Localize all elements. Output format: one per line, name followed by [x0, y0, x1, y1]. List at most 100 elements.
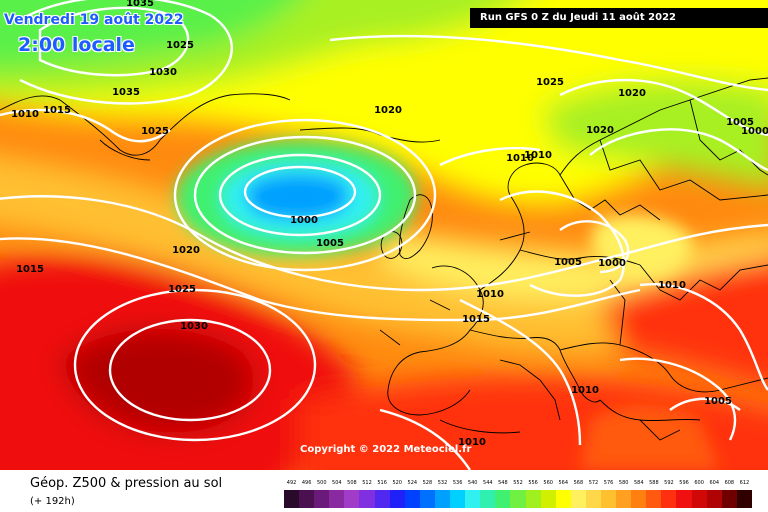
pressure-label: 1010	[11, 109, 39, 120]
scale-label: 576	[603, 480, 614, 486]
legend-forecast-hour: (+ 192h)	[30, 496, 75, 507]
pressure-label: 1035	[126, 0, 154, 9]
scale-label: 608	[724, 480, 735, 486]
scale-swatch	[646, 490, 662, 508]
scale-swatch	[314, 490, 330, 508]
pressure-label: 1010	[571, 385, 599, 396]
pressure-label: 1025	[536, 77, 564, 88]
forecast-date: Vendredi 19 août 2022	[4, 12, 184, 28]
scale-label: 524	[407, 480, 418, 486]
scale-label: 504	[332, 480, 342, 486]
scale-swatch	[691, 490, 707, 508]
scale-swatch	[510, 490, 526, 508]
scale-label: 584	[633, 480, 644, 486]
isobars	[0, 0, 768, 470]
map-canvas: 1035 1025 1030 1035 1015 1010 1025 1020 …	[0, 0, 768, 470]
scale-label: 512	[362, 480, 372, 486]
pressure-label: 1010	[476, 289, 504, 300]
scale-label: 568	[573, 480, 584, 486]
scale-swatch	[525, 490, 541, 508]
pressure-label: 1000	[290, 215, 318, 226]
scale-label: 500	[316, 480, 327, 486]
pressure-label: 1010	[524, 150, 552, 161]
color-scale-bar	[284, 490, 752, 508]
scale-swatch	[585, 490, 601, 508]
pressure-label: 1020	[172, 245, 200, 256]
scale-label: 540	[467, 480, 478, 486]
scale-label: 548	[498, 480, 508, 486]
scale-label: 520	[392, 480, 402, 486]
scale-swatch	[676, 490, 692, 508]
scale-swatch	[404, 490, 420, 508]
scale-swatch	[465, 490, 481, 508]
scale-label: 564	[558, 480, 569, 486]
scale-label: 552	[513, 480, 523, 486]
scale-label: 496	[301, 480, 312, 486]
scale-label: 580	[618, 480, 629, 486]
scale-swatch	[721, 490, 737, 508]
pressure-label: 1025	[168, 284, 196, 295]
legend-title: Géop. Z500 & pression au sol	[30, 476, 223, 491]
pressure-label: 1005	[704, 396, 732, 407]
legend-panel: Géop. Z500 & pression au sol (+ 192h) 49…	[0, 470, 768, 512]
scale-swatch	[450, 490, 466, 508]
scale-swatch	[600, 490, 617, 508]
pressure-label: 1000	[741, 126, 768, 137]
pressure-label: 1010	[506, 153, 534, 164]
scale-swatch	[480, 490, 496, 508]
scale-label: 612	[739, 480, 750, 486]
scale-label: 592	[664, 480, 674, 486]
scale-label: 516	[377, 480, 387, 486]
scale-swatch	[736, 490, 752, 508]
forecast-local-time: 2:00 locale	[18, 34, 135, 56]
pressure-label: 1005	[554, 257, 582, 268]
pressure-label: 1020	[374, 105, 402, 116]
pressure-label: 1025	[166, 40, 194, 51]
scale-swatch	[299, 490, 315, 508]
run-info-banner: Run GFS 0 Z du Jeudi 11 août 2022	[470, 8, 768, 28]
scale-label: 560	[543, 480, 553, 486]
scale-swatch	[706, 490, 722, 508]
scale-swatch	[329, 490, 345, 508]
scale-swatch	[661, 490, 677, 508]
pressure-label: 1010	[458, 437, 486, 448]
pressure-label: 1010	[658, 280, 686, 291]
geopotential-field	[0, 0, 768, 470]
scale-label: 536	[452, 480, 463, 486]
scale-swatch	[419, 490, 435, 508]
scale-swatch	[570, 490, 586, 508]
pressure-label: 1020	[586, 125, 614, 136]
scale-swatch	[389, 490, 405, 508]
pressure-label: 1030	[149, 67, 177, 78]
scale-swatch	[284, 490, 300, 508]
scale-swatch	[631, 490, 647, 508]
scale-label: 600	[694, 480, 704, 486]
scale-label: 556	[528, 480, 538, 486]
scale-label: 528	[422, 480, 433, 486]
scale-swatch	[359, 490, 375, 508]
pressure-labels: 1035 1025 1030 1035 1015 1010 1025 1020 …	[11, 0, 768, 448]
scale-swatch	[495, 490, 511, 508]
scale-label: 532	[437, 480, 448, 486]
scale-swatch	[616, 490, 632, 508]
pressure-label: 1015	[462, 314, 490, 325]
scale-label: 588	[649, 480, 659, 486]
pressure-label: 1000	[598, 258, 626, 269]
copyright-notice: Copyright © 2022 Meteociel.fr	[300, 444, 472, 455]
scale-swatch	[434, 490, 451, 508]
pressure-label: 1005	[316, 238, 344, 249]
scale-label: 604	[709, 480, 720, 486]
pressure-label: 1020	[618, 88, 646, 99]
scale-label: 544	[483, 480, 493, 486]
pressure-label: 1015	[43, 105, 71, 116]
weather-map: 1035 1025 1030 1035 1015 1010 1025 1020 …	[0, 0, 768, 470]
pressure-label: 1025	[141, 126, 169, 137]
scale-label: 596	[679, 480, 689, 486]
scale-label: 492	[286, 480, 297, 486]
pressure-label: 1005	[726, 117, 754, 128]
scale-label: 572	[588, 480, 599, 486]
coastlines	[0, 77, 768, 441]
scale-swatch	[540, 490, 556, 508]
pressure-label: 1030	[180, 321, 208, 332]
